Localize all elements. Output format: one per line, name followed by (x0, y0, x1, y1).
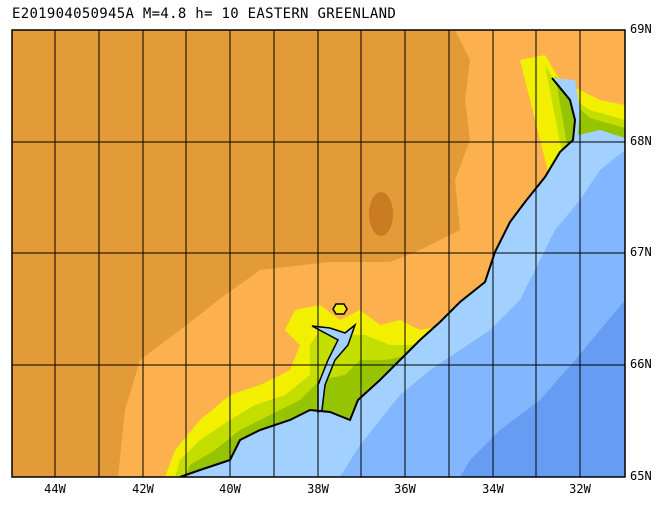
lat-label: 67N (630, 245, 652, 259)
lon-label: 44W (44, 482, 66, 496)
ocean-deep (460, 300, 625, 477)
lon-label: 36W (394, 482, 416, 496)
lon-label: 40W (219, 482, 241, 496)
lon-label: 34W (482, 482, 504, 496)
map-title: E201904050945A M=4.8 h= 10 EASTERN GREEN… (12, 6, 397, 22)
lon-label: 32W (569, 482, 591, 496)
peak-area (369, 192, 393, 236)
graticule (12, 30, 625, 477)
epicenter-hexagon-icon (332, 303, 348, 315)
lon-label: 42W (132, 482, 154, 496)
coastline (179, 77, 577, 477)
fjord (311, 322, 357, 414)
lat-label: 65N (630, 469, 652, 483)
lat-label: 69N (630, 22, 652, 36)
lon-label: 38W (307, 482, 329, 496)
map-frame (11, 29, 626, 478)
lat-label: 66N (630, 357, 652, 371)
lat-label: 68N (630, 134, 652, 148)
